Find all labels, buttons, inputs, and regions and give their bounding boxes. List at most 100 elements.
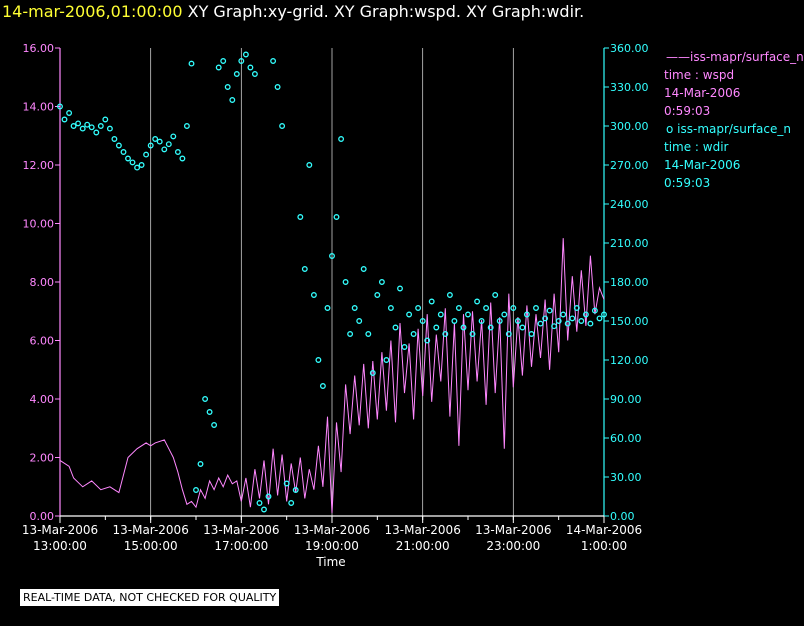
wdir-point-89: [460, 324, 467, 331]
wdir-point-120: [601, 311, 607, 318]
wdir-point-0: [57, 103, 63, 110]
wdir-point-85: [442, 331, 449, 337]
wdir-point-103: [523, 311, 530, 318]
right-tick-label-9: 270.00: [610, 159, 649, 172]
right-axis-ticks: 0.00 30.00 60.00 90.00 120.00 150.00 180.00 210…: [604, 42, 649, 523]
wdir-point-99: [505, 331, 512, 337]
wdir-point-50: [283, 480, 290, 487]
wdir-point-86: [446, 292, 453, 298]
wdir-point-111: [560, 311, 567, 318]
wdir-point-112: [564, 320, 571, 327]
x-tick-date-3: 13-Mar-2006: [294, 523, 370, 537]
left-axis-ticks: 0.00 2.00 4.00 6.00 8.00 10.00 12.00 14.00 16.00: [23, 42, 60, 523]
wdir-point-49: [279, 123, 286, 129]
wdir-point-30: [193, 487, 199, 493]
wdir-point-29: [188, 60, 195, 67]
wdir-point-62: [338, 136, 345, 142]
wdir-point-38: [229, 97, 236, 103]
legend-wspd-time: 0:59:03: [664, 104, 711, 118]
wdir-point-13: [115, 142, 122, 149]
wdir-point-97: [496, 318, 503, 324]
wdir-point-74: [392, 324, 399, 331]
wdir-point-20: [147, 142, 154, 149]
wdir-point-77: [406, 311, 413, 318]
wdir-point-46: [265, 493, 272, 500]
wdir-point-1: [61, 116, 68, 123]
wdir-point-81: [424, 337, 431, 344]
wdir-point-15: [125, 155, 131, 162]
wdir-point-59: [324, 305, 331, 311]
x-tick-date-1: 13-Mar-2006: [112, 523, 188, 537]
wdir-point-69: [369, 370, 376, 376]
right-tick-label-10: 300.00: [610, 120, 649, 133]
wdir-point-72: [383, 357, 390, 363]
wdir-point-102: [519, 324, 526, 331]
wdir-point-61: [333, 214, 340, 220]
wdir-point-34: [211, 422, 218, 428]
wdir-point-80: [419, 318, 426, 324]
wdir-point-2: [66, 110, 73, 116]
x-tick-date-0: 13-Mar-2006: [22, 523, 98, 537]
wdir-point-68: [365, 331, 372, 337]
x-tick-time-1: 15:00:00: [124, 539, 178, 553]
left-tick-label-3: 6.00: [30, 335, 55, 348]
wdir-point-94: [483, 305, 490, 311]
wdir-point-118: [591, 307, 598, 314]
x-tick-time-4: 21:00:00: [396, 539, 450, 553]
right-tick-label-12: 360.00: [610, 42, 649, 55]
legend-wdir-marker: o: [666, 122, 674, 136]
x-tick-time-5: 23:00:00: [486, 539, 540, 553]
left-tick-label-5: 10.00: [23, 218, 55, 231]
series-wspd: [59, 238, 605, 514]
title-graphs: XY Graph:xy-grid. XY Graph:wspd. XY Grap…: [187, 2, 585, 21]
wdir-point-28: [183, 123, 190, 129]
x-tick-time-0: 13:00:00: [33, 539, 87, 553]
wdir-point-119: [596, 315, 603, 322]
x-tick-date-5: 13-Mar-2006: [475, 523, 551, 537]
graph-title: 14-mar-2006,01:00:00 XY Graph:xy-grid. X…: [2, 2, 584, 21]
wdir-point-18: [138, 162, 145, 168]
wdir-point-10: [102, 116, 109, 123]
wdir-point-65: [351, 305, 358, 311]
right-tick-label-11: 330.00: [610, 81, 649, 94]
right-tick-label-8: 240.00: [610, 198, 649, 211]
wdir-point-73: [387, 305, 394, 311]
left-tick-label-1: 2.00: [30, 452, 55, 465]
wdir-point-5: [79, 125, 86, 132]
legend-wdir-field: time : wdir: [664, 140, 729, 154]
wdir-point-44: [256, 500, 263, 506]
wdir-point-24: [165, 141, 172, 148]
wdir-point-93: [478, 318, 485, 324]
wdir-point-39: [233, 71, 240, 77]
wspd-series-line: [59, 238, 605, 514]
legend-wspd-date: 14-Mar-2006: [664, 86, 741, 100]
wdir-point-64: [347, 331, 354, 337]
wdir-point-117: [587, 320, 594, 327]
wdir-point-108: [546, 307, 553, 314]
wdir-point-95: [487, 324, 494, 331]
wdir-point-11: [106, 125, 113, 132]
left-tick-label-4: 8.00: [30, 276, 55, 289]
wdir-point-47: [270, 58, 277, 64]
wdir-point-70: [374, 292, 381, 298]
right-tick-label-2: 60.00: [610, 432, 642, 445]
right-tick-label-5: 150.00: [610, 315, 649, 328]
wdir-point-113: [569, 315, 576, 322]
wdir-point-54: [301, 266, 308, 272]
title-timestamp: 14-mar-2006,01:00:00: [2, 2, 183, 21]
wdir-point-105: [533, 305, 539, 311]
wdir-point-22: [156, 138, 163, 145]
legend-wdir-date: 14-Mar-2006: [664, 158, 741, 172]
wdir-point-8: [93, 129, 100, 136]
wdir-point-35: [215, 64, 222, 71]
wdir-point-9: [97, 123, 104, 129]
right-tick-label-0: 0.00: [610, 510, 635, 523]
x-tick-time-3: 19:00:00: [305, 539, 359, 553]
legend-wspd-field: time : wspd: [664, 68, 735, 82]
wdir-point-33: [206, 409, 213, 415]
wdir-point-107: [542, 315, 549, 322]
wdir-point-104: [528, 331, 535, 337]
wdir-point-88: [455, 305, 462, 311]
right-tick-label-4: 120.00: [610, 354, 649, 367]
right-tick-label-6: 180.00: [610, 276, 649, 289]
